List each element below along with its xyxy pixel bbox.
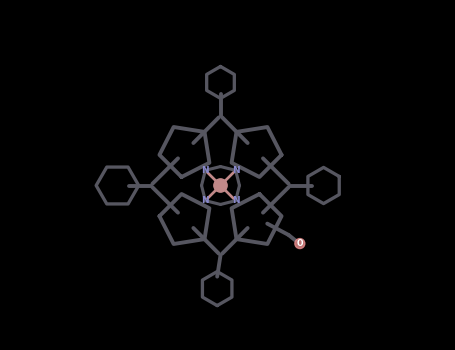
- Text: N: N: [232, 196, 239, 205]
- Circle shape: [295, 239, 305, 248]
- Text: N: N: [232, 166, 239, 175]
- Circle shape: [214, 179, 227, 192]
- Text: N: N: [202, 196, 209, 205]
- Text: N: N: [202, 166, 209, 175]
- Text: O: O: [297, 239, 303, 248]
